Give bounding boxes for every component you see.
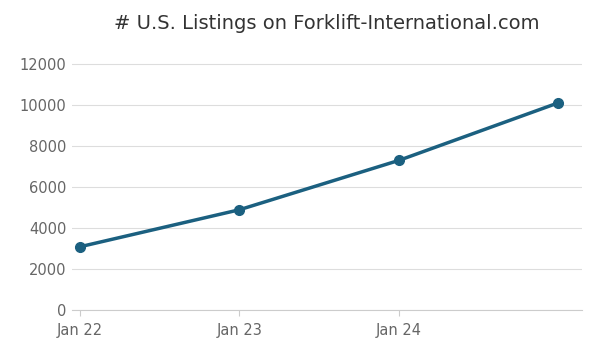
Title: # U.S. Listings on Forklift-International.com: # U.S. Listings on Forklift-Internationa… — [114, 14, 540, 34]
